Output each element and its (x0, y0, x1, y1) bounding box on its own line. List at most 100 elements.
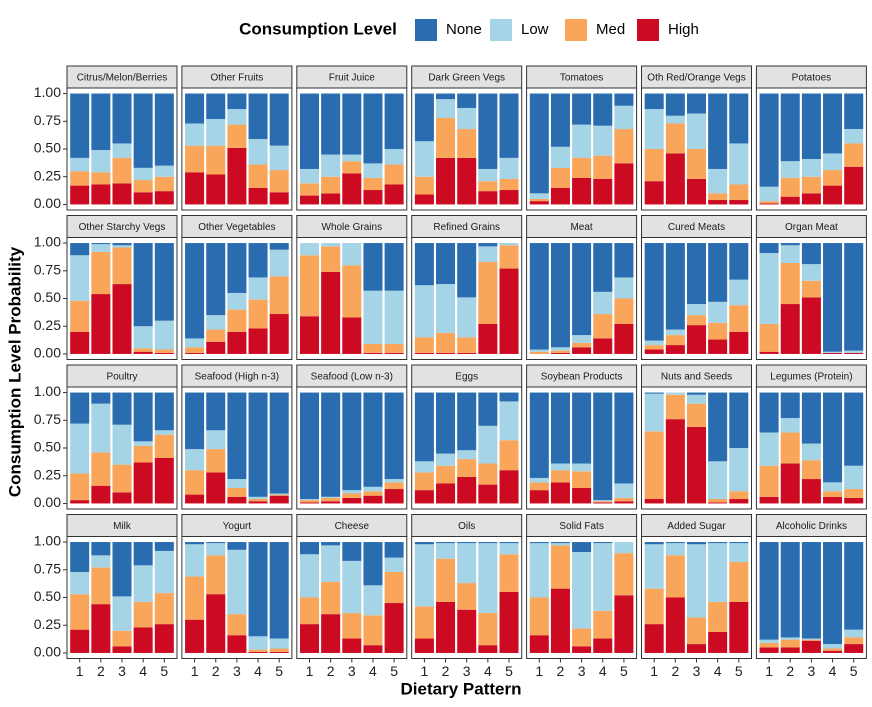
bar-segment (478, 543, 498, 614)
panel-border (296, 237, 408, 360)
bar-segment (729, 491, 749, 500)
bar-segment (321, 545, 341, 582)
bar-segment (342, 560, 362, 614)
panel-border (755, 87, 867, 211)
bar-segment (686, 243, 707, 305)
bar-segment (780, 196, 800, 205)
bar-segment (206, 594, 226, 653)
bar-segment (154, 352, 174, 354)
bar-segment (342, 613, 362, 639)
bar-segment (823, 392, 843, 483)
bar-segment (299, 255, 320, 317)
bar-segment (206, 392, 226, 431)
bar-segment (665, 329, 685, 336)
bar-segment (299, 392, 320, 500)
bar-segment (593, 501, 613, 503)
bar-segment (478, 645, 498, 653)
bar-segment (844, 93, 864, 130)
bar-segment (457, 157, 477, 205)
bar-segment (342, 497, 362, 504)
y-tick-label: 0.75 (34, 560, 61, 576)
y-tick-label: 1.00 (34, 533, 61, 549)
y-tick-label: 0.25 (34, 616, 61, 632)
bar-segment (384, 243, 404, 291)
bar-segment (248, 299, 268, 329)
bar-segment (321, 581, 341, 615)
bar-segment (363, 392, 383, 487)
bar-segment (644, 149, 664, 182)
bar-segment (759, 639, 779, 643)
bar-segment (133, 392, 153, 442)
bar-segment (708, 499, 728, 503)
x-tick-label: 4 (829, 663, 837, 679)
bar-segment (112, 243, 132, 246)
panel-border (526, 87, 638, 211)
bar-segment (414, 93, 434, 142)
panel-border (641, 386, 752, 510)
bar-segment (384, 603, 404, 653)
x-tick-label: 1 (306, 663, 314, 679)
bar-segment (801, 443, 821, 461)
bar-segment (227, 496, 247, 504)
bar-segment (759, 392, 779, 433)
x-tick-label: 3 (578, 663, 586, 679)
panel-border (526, 536, 638, 659)
bar-segment (457, 129, 477, 158)
bar-segment (206, 145, 226, 175)
x-tick-label: 4 (714, 663, 722, 679)
bar-segment (154, 434, 174, 458)
bar-segment (414, 490, 434, 504)
bar-segment (478, 191, 498, 205)
bar-segment (823, 351, 843, 353)
bar-segment (70, 185, 90, 205)
bar-segment (759, 324, 779, 352)
bar-segment (321, 154, 341, 177)
panel-border (181, 536, 293, 659)
bar-segment (185, 544, 205, 577)
bar-segment (227, 243, 247, 293)
bar-segment (248, 328, 268, 354)
bar-segment (299, 93, 320, 169)
bar-segment (342, 490, 362, 494)
bar-segment (342, 493, 362, 498)
x-tick-label: 1 (191, 663, 199, 679)
bar-segment (686, 617, 707, 645)
bar-segment (529, 477, 549, 483)
bar-segment (185, 449, 205, 471)
bar-segment (457, 542, 477, 544)
bar-segment (686, 542, 707, 545)
bar-segment (529, 93, 549, 194)
bar-segment (299, 243, 320, 256)
bar-segment (572, 243, 592, 336)
bar-segment (729, 562, 749, 602)
bar-segment (729, 331, 749, 354)
bar-segment (708, 601, 728, 632)
x-tick-label: 3 (693, 663, 701, 679)
bar-segment (227, 109, 247, 125)
bar-segment (363, 495, 383, 504)
bar-segment (478, 463, 498, 485)
bar-segment (686, 178, 707, 205)
panel-border (755, 237, 867, 360)
bar-segment (550, 187, 570, 205)
bar-segment (133, 441, 153, 446)
bar-segment (759, 203, 779, 205)
bar-segment (644, 243, 664, 341)
bar-segment (227, 614, 247, 636)
bar-segment (154, 392, 174, 431)
bar-segment (478, 93, 498, 169)
bar-segment (436, 483, 456, 504)
bar-segment (759, 243, 779, 254)
panel-border (296, 386, 408, 510)
bar-segment (572, 471, 592, 488)
legend-label: High (668, 21, 699, 38)
bar-segment (499, 93, 519, 158)
bar-segment (363, 93, 383, 164)
bar-segment (384, 479, 404, 483)
x-tick-label: 2 (786, 663, 794, 679)
bar-segment (248, 542, 268, 637)
bar-segment (342, 392, 362, 491)
bar-segment (248, 164, 268, 188)
bar-segment (614, 298, 634, 325)
bar-segment (499, 542, 519, 544)
